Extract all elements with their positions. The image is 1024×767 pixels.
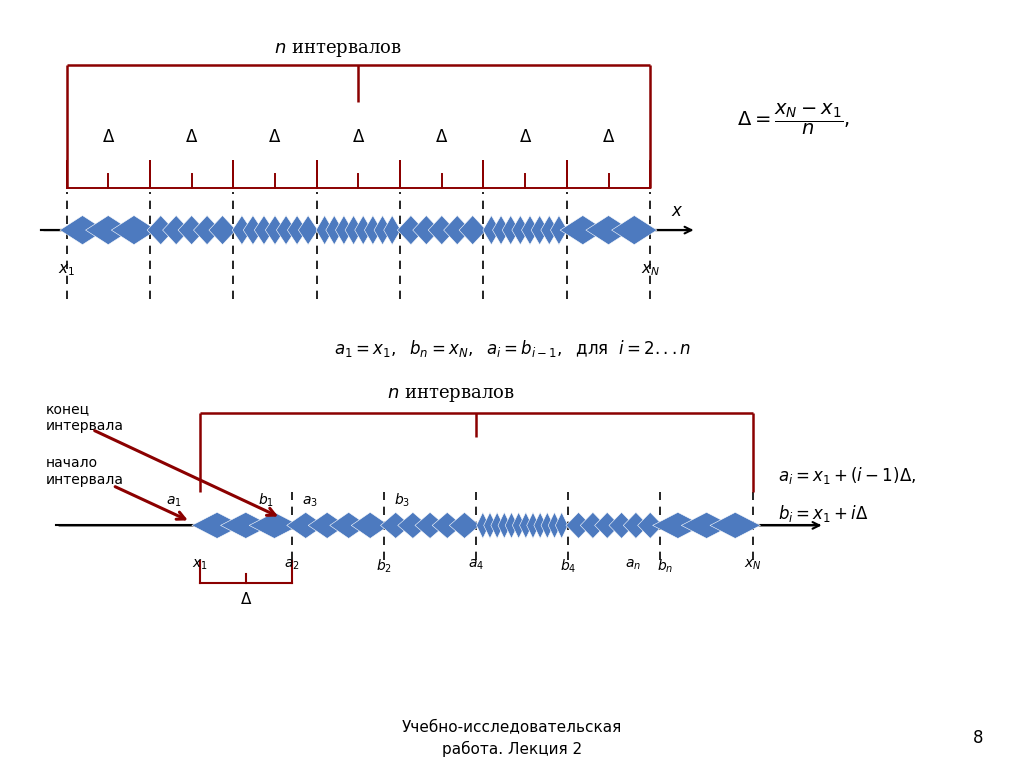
Text: $b_4$: $b_4$ <box>560 558 577 575</box>
Text: $n$ интервалов: $n$ интервалов <box>274 41 401 59</box>
Text: $a_1$: $a_1$ <box>166 494 181 509</box>
Text: $x_1$: $x_1$ <box>58 262 75 278</box>
Text: $\Delta$: $\Delta$ <box>435 128 449 146</box>
Text: $a_4$: $a_4$ <box>468 558 484 572</box>
Text: $x_N$: $x_N$ <box>743 558 762 572</box>
Text: $\Delta$: $\Delta$ <box>240 591 252 607</box>
Text: начало
интервала: начало интервала <box>46 456 124 487</box>
Text: $\Delta$: $\Delta$ <box>101 128 115 146</box>
Text: $\Delta$: $\Delta$ <box>352 128 365 146</box>
Text: $b_1$: $b_1$ <box>258 491 274 509</box>
Text: $a_i = x_1 + (i-1)\Delta,$: $a_i = x_1 + (i-1)\Delta,$ <box>778 465 916 486</box>
Text: $a_2$: $a_2$ <box>284 558 300 572</box>
Text: $a_3$: $a_3$ <box>302 494 318 509</box>
Text: $b_n$: $b_n$ <box>657 558 673 575</box>
Text: $\Delta$: $\Delta$ <box>518 128 531 146</box>
Text: $b_3$: $b_3$ <box>394 491 411 509</box>
Text: $b_i = x_1 + i\Delta$: $b_i = x_1 + i\Delta$ <box>778 503 869 525</box>
Text: $x_N$: $x_N$ <box>641 262 659 278</box>
Text: Учебно-исследовательская
работа. Лекция 2: Учебно-исследовательская работа. Лекция … <box>401 719 623 757</box>
Text: $x_1$: $x_1$ <box>191 558 208 572</box>
Text: $\Delta$: $\Delta$ <box>602 128 615 146</box>
Text: $\Delta$: $\Delta$ <box>185 128 199 146</box>
Text: конец
интервала: конец интервала <box>46 402 124 433</box>
Text: $a_1 = x_1,$  $b_n = x_N,$  $a_i = b_{i-1},$  для  $i = 2...n$: $a_1 = x_1,$ $b_n = x_N,$ $a_i = b_{i-1}… <box>334 338 690 360</box>
Text: $\Delta = \dfrac{x_N - x_1}{n},$: $\Delta = \dfrac{x_N - x_1}{n},$ <box>737 101 850 137</box>
Text: 8: 8 <box>973 729 983 747</box>
Text: $a_n$: $a_n$ <box>625 558 641 572</box>
Text: $\Delta$: $\Delta$ <box>268 128 282 146</box>
Text: $b_2$: $b_2$ <box>376 558 392 575</box>
Text: $x$: $x$ <box>671 202 683 220</box>
Text: $n$ интервалов: $n$ интервалов <box>387 386 514 404</box>
